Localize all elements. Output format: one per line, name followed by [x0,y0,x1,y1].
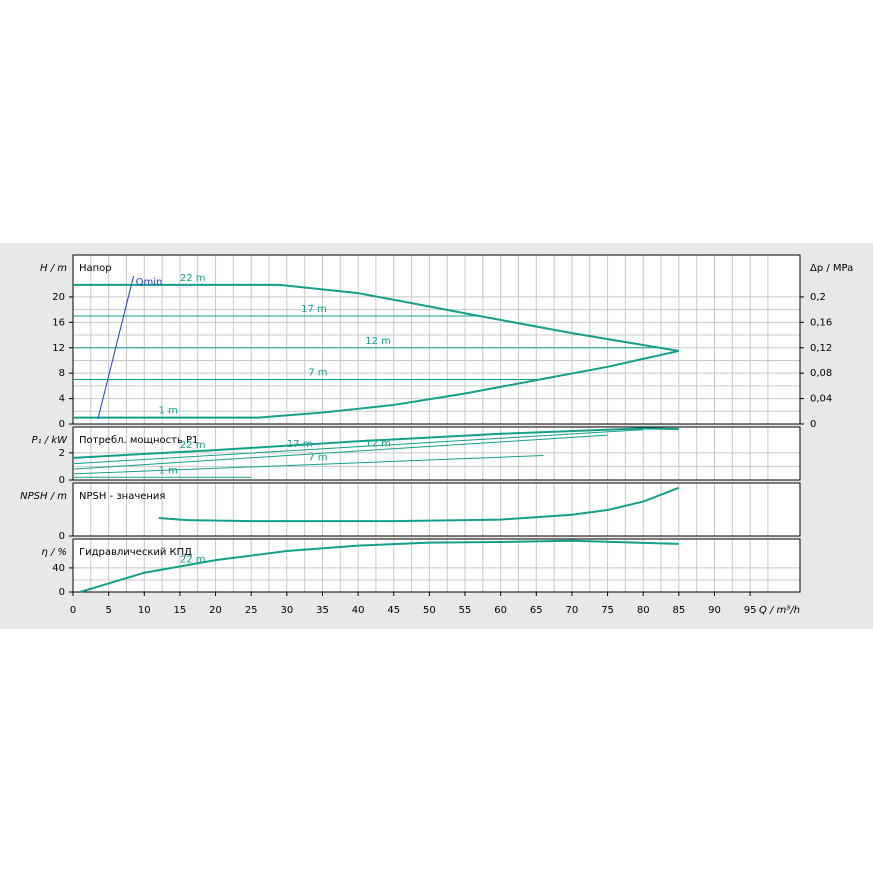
x-tick-label: 80 [637,605,650,616]
y-tick-label: 2 [59,448,65,459]
x-tick-label: 75 [601,605,614,616]
curve [72,455,544,475]
x-tick-label: 35 [316,605,329,616]
y2-tick-label: 0,04 [810,394,832,405]
x-tick-label: 90 [708,605,721,616]
curve-label: 12 m [365,336,391,347]
curve [73,349,680,419]
panel-title: Гидравлический КПД [79,547,192,558]
x-tick-label: 5 [105,605,111,616]
y2-axis-label: Δp / MPa [810,263,853,274]
curve-label: Qmin [136,277,163,288]
x-tick-label: 70 [566,605,579,616]
curve-label: 22 m [180,273,206,284]
y-tick-label: 12 [52,343,65,354]
curve [158,486,680,523]
x-tick-label: 25 [245,605,258,616]
curve-label: 22 m [180,440,206,451]
x-tick-label: 10 [138,605,151,616]
x-tick-label: 65 [530,605,543,616]
y-tick-label: 40 [52,563,65,574]
curve [72,429,644,465]
curve [79,539,679,593]
y-tick-label: 20 [52,292,65,303]
curve-label: 17 m [287,439,313,450]
curve-label: 7 m [308,368,327,379]
x-tick-label: 85 [672,605,685,616]
curve-label: 1 m [159,406,178,417]
plot-border [72,426,801,481]
curve-label: 7 m [308,453,327,464]
y-tick-label: 0 [59,419,65,430]
y-axis-label: P₁ / kW [32,435,69,446]
curve-label: 17 m [301,304,327,315]
plot-border [72,538,801,593]
panel-title: Напор [79,263,112,274]
x-tick-label: 20 [209,605,222,616]
curve-label: 12 m [365,439,391,450]
curve [72,427,679,459]
plot-area [73,483,800,536]
curve [73,283,679,352]
y-tick-label: 4 [59,394,65,405]
x-tick-label: 60 [494,605,507,616]
x-tick-label: 40 [352,605,365,616]
y-tick-label: 0 [59,475,65,486]
plot-border [72,482,801,537]
y-tick-label: 16 [52,317,65,328]
y2-tick-label: 0,08 [810,368,832,379]
curve [97,275,135,420]
y2-tick-label: 0 [810,419,816,430]
y-axis-label: H / m [40,263,67,274]
y2-tick-label: 0,2 [810,292,826,303]
curve-label: 22 m [180,554,206,565]
x-tick-label: 95 [744,605,757,616]
curve [72,434,608,470]
x-tick-label: 0 [70,605,76,616]
x-tick-label: 55 [459,605,472,616]
plot-border [72,254,801,425]
x-axis-label: Q / m³/h [759,605,800,616]
y2-tick-label: 0,12 [810,343,832,354]
y-tick-label: 0 [59,531,65,542]
y2-tick-label: 0,16 [810,317,832,328]
x-tick-label: 50 [423,605,436,616]
panel-title: Потребл. мощность P1 [79,435,198,446]
x-tick-label: 30 [280,605,293,616]
x-tick-label: 45 [387,605,400,616]
y-axis-label: NPSH / m [20,491,67,502]
x-tick-label: 15 [174,605,187,616]
y-axis-label: η / % [41,547,67,558]
y-tick-label: 0 [59,587,65,598]
y-tick-label: 8 [59,368,65,379]
panel-title: NPSH - значения [79,491,165,502]
curve-label: 1 m [159,465,178,476]
